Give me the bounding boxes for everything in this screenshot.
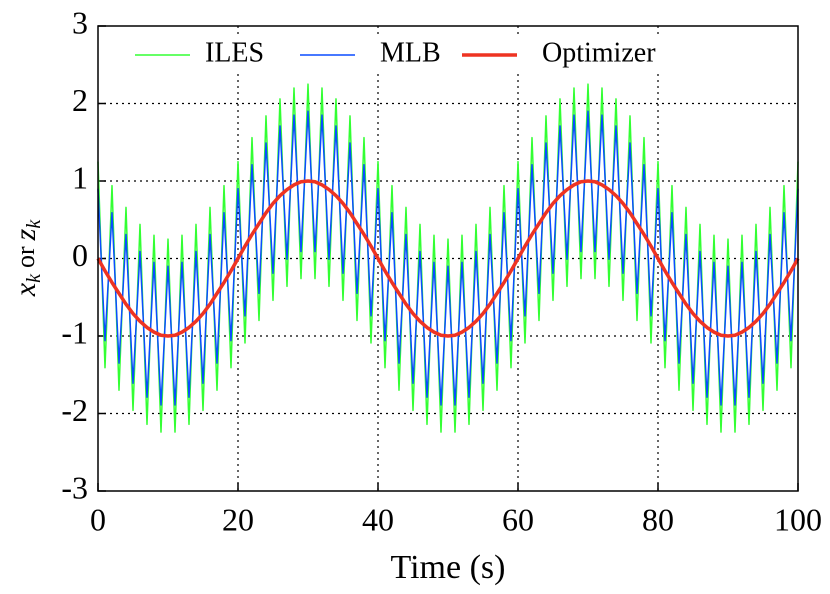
y-label-part: z (9, 228, 42, 241)
plot-frame (97, 25, 799, 492)
legend-label: Optimizer (542, 37, 656, 68)
y-tick-label: -3 (61, 469, 88, 505)
y-tick-label: 2 (72, 82, 88, 118)
x-tick-label: 80 (642, 501, 674, 537)
x-tick-label: 100 (774, 501, 822, 537)
legend-label: MLB (380, 37, 441, 68)
y-tick-label: 3 (72, 4, 88, 40)
y-label-part: or (11, 246, 40, 268)
x-tick-label: 60 (502, 501, 534, 537)
legend-label: ILES (205, 37, 264, 68)
y-tick-label: 0 (72, 237, 88, 273)
x-tick-label: 20 (222, 501, 254, 537)
y-tick-label: -1 (61, 314, 88, 350)
y-tick-label: 1 (72, 159, 88, 195)
x-tick-label: 40 (362, 501, 394, 537)
x-axis-label: Time (s) (391, 549, 506, 586)
x-tick-label: 0 (90, 501, 106, 537)
series-line (96, 179, 800, 338)
series-line (97, 110, 799, 406)
y-label-part: k (23, 219, 45, 229)
y-label-part: x (9, 282, 42, 297)
y-tick-label: -2 (61, 392, 88, 428)
y-axis-label: xkorzk (9, 219, 45, 298)
y-label-part: k (23, 273, 45, 283)
